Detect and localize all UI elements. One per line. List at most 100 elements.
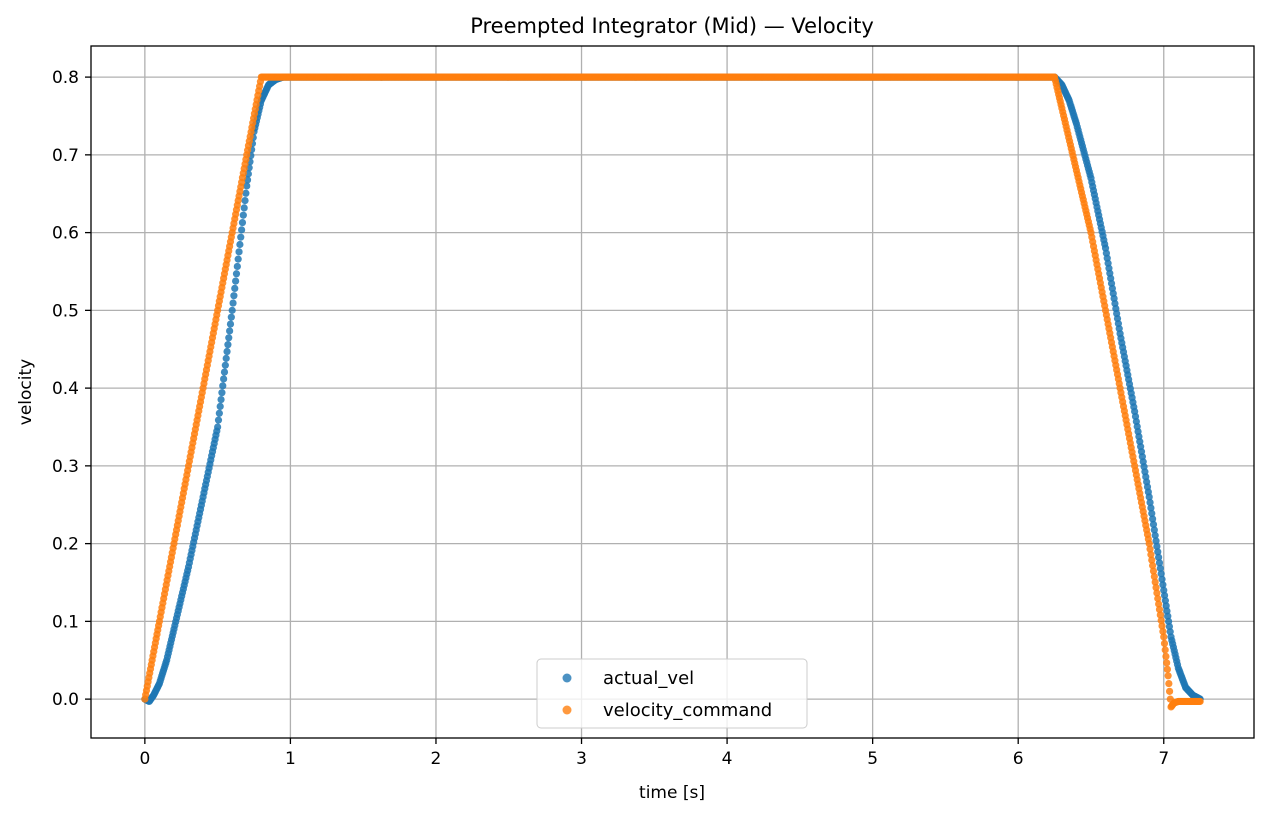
scatter-point-velocity-command xyxy=(1149,567,1158,575)
scatter-point-actual-vel xyxy=(228,306,236,314)
scatter-point-actual-vel xyxy=(214,416,223,424)
legend-label-velocity-command: velocity_command xyxy=(603,700,772,721)
x-axis-label: time [s] xyxy=(639,783,705,803)
scatter-point-velocity-command xyxy=(1148,556,1156,564)
scatter-point-actual-vel xyxy=(1149,515,1157,523)
scatter-point-actual-vel xyxy=(1155,559,1164,567)
scatter-point-actual-vel xyxy=(241,196,249,205)
scatter-point-actual-vel xyxy=(226,327,234,335)
scatter-point-actual-vel xyxy=(234,255,242,263)
x-tick-label: 5 xyxy=(867,749,878,769)
scatter-point-velocity-command xyxy=(1163,665,1171,673)
x-tick-label: 3 xyxy=(576,749,587,769)
scatter-point-actual-vel xyxy=(1155,553,1163,561)
scatter-point-actual-vel xyxy=(217,395,225,404)
scatter-point-actual-vel xyxy=(225,334,233,342)
scatter-point-actual-vel xyxy=(223,347,231,356)
y-tick-label: 0.7 xyxy=(52,146,79,166)
scatter-point-actual-vel xyxy=(232,270,241,278)
scatter-point-velocity-command xyxy=(1156,611,1164,619)
x-tick-label: 7 xyxy=(1158,749,1169,769)
x-tick-label: 0 xyxy=(139,749,150,769)
legend-box xyxy=(536,658,808,729)
x-tick-label: 1 xyxy=(285,749,296,769)
scatter-point-actual-vel xyxy=(1159,581,1167,589)
scatter-point-actual-vel xyxy=(1156,564,1164,572)
scatter-point-velocity-command xyxy=(1158,622,1166,630)
scatter-point-velocity-command xyxy=(1147,550,1155,559)
grid xyxy=(91,46,1254,738)
scatter-point-velocity-command xyxy=(1151,578,1159,586)
scatter-point-actual-vel xyxy=(1152,537,1160,545)
scatter-point-velocity-command xyxy=(1161,646,1169,654)
y-tick-label: 0.3 xyxy=(52,457,79,477)
plot-frame xyxy=(90,45,1255,739)
scatter-point-actual-vel xyxy=(1157,570,1165,578)
scatter-point-actual-vel xyxy=(1148,509,1156,518)
y-axis-label: velocity xyxy=(16,359,36,425)
scatter-point-actual-vel xyxy=(219,382,227,390)
chart-title: Preempted Integrator (Mid) — Velocity xyxy=(470,14,874,38)
scatter-point-velocity-command xyxy=(1160,639,1169,648)
y-tick-label: 0.2 xyxy=(52,535,79,555)
series-velocity-command xyxy=(141,73,1204,711)
scatter-point-actual-vel xyxy=(235,248,243,256)
scatter-point-actual-vel xyxy=(222,354,230,362)
scatter-point-velocity-command xyxy=(1152,583,1160,592)
scatter-point-actual-vel xyxy=(230,292,238,300)
scatter-point-velocity-command xyxy=(1163,659,1171,667)
scatter-point-actual-vel xyxy=(220,368,229,376)
scatter-point-actual-vel xyxy=(1153,542,1161,550)
legend-marker-velocity-command xyxy=(562,705,572,715)
scatter-point-velocity-command xyxy=(1196,697,1204,706)
scatter-point-actual-vel xyxy=(1147,504,1155,512)
y-axis-ticks: 0.0 0.1 0.2 0.3 0.4 0.5 0.6 0.7 0.8 xyxy=(52,68,91,710)
scatter-point-actual-vel xyxy=(242,189,250,197)
scatter-point-actual-vel xyxy=(1146,498,1154,507)
scatter-point-actual-vel xyxy=(233,262,241,271)
scatter-point-velocity-command xyxy=(1155,600,1163,608)
x-tick-label: 4 xyxy=(722,749,733,769)
scatter-point-actual-vel xyxy=(238,218,247,227)
y-tick-label: 0.0 xyxy=(52,690,79,710)
scatter-point-velocity-command xyxy=(1165,687,1174,695)
scatter-point-velocity-command xyxy=(1150,572,1158,581)
y-tick-label: 0.5 xyxy=(52,301,79,321)
scatter-point-actual-vel xyxy=(243,182,251,190)
scatter-point-velocity-command xyxy=(1159,627,1167,636)
scatter-point-actual-vel xyxy=(1145,493,1153,501)
scatter-point-actual-vel xyxy=(1158,575,1166,583)
scatter-point-actual-vel xyxy=(238,226,246,234)
scatter-point-actual-vel xyxy=(1150,526,1158,534)
x-axis-ticks: 0 1 2 3 4 5 6 7 xyxy=(139,738,1169,769)
scatter-point-actual-vel xyxy=(229,299,237,307)
scatter-point-velocity-command xyxy=(1162,652,1170,660)
scatter-point-actual-vel xyxy=(227,313,235,321)
scatter-point-actual-vel xyxy=(1154,548,1162,556)
scatter-point-velocity-command xyxy=(1157,616,1165,625)
legend-label-actual-vel: actual_vel xyxy=(603,668,694,689)
scatter-point-actual-vel xyxy=(1149,520,1158,529)
scatter-point-velocity-command xyxy=(1153,589,1161,597)
scatter-point-actual-vel xyxy=(231,284,239,293)
scatter-point-actual-vel xyxy=(226,320,235,328)
y-tick-label: 0.8 xyxy=(52,68,79,88)
legend: actual_vel velocity_command xyxy=(536,658,808,729)
scatter-point-actual-vel xyxy=(1151,531,1159,539)
scatter-point-actual-vel xyxy=(237,233,245,241)
scatter-point-velocity-command xyxy=(1164,672,1172,680)
scatter-point-actual-vel xyxy=(214,423,222,431)
scatter-point-actual-vel xyxy=(236,240,244,249)
scatter-point-actual-vel xyxy=(224,341,232,349)
x-tick-label: 2 xyxy=(431,749,442,769)
y-tick-label: 0.4 xyxy=(52,379,79,399)
legend-marker-actual-vel xyxy=(562,673,572,683)
scatter-point-actual-vel xyxy=(218,389,226,397)
scatter-point-velocity-command xyxy=(1160,633,1168,641)
scatter-point-actual-vel xyxy=(215,409,223,417)
scatter-point-actual-vel xyxy=(232,277,240,285)
scatter-point-actual-vel xyxy=(216,402,224,411)
scatter-point-actual-vel xyxy=(239,211,247,219)
series-layer xyxy=(141,73,1204,711)
